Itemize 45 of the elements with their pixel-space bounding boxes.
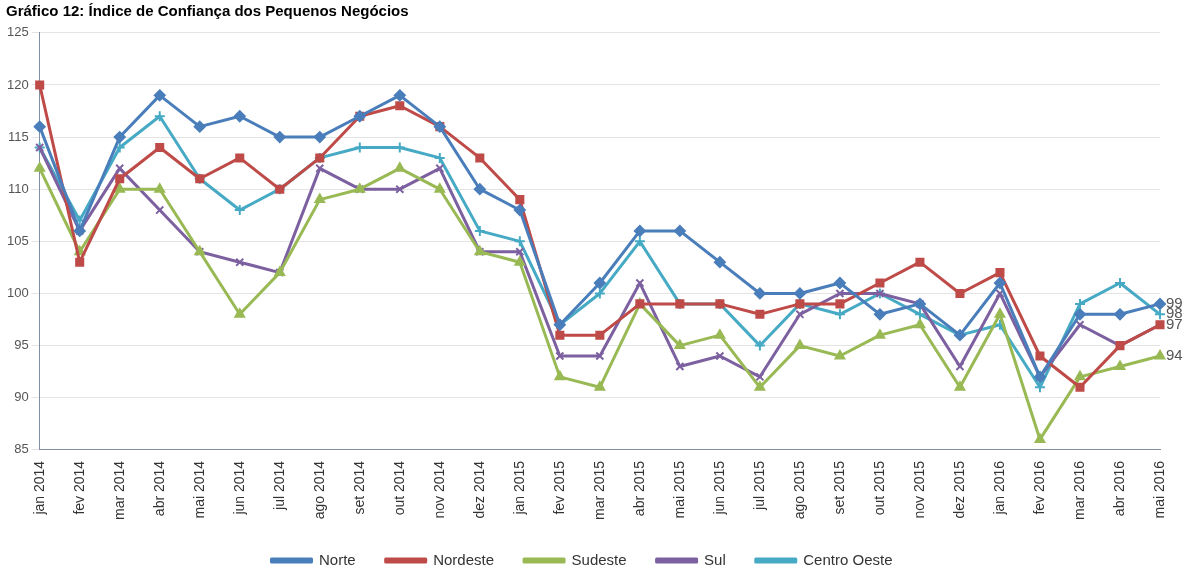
x-tick-label: abr 2016 — [1110, 460, 1127, 517]
x-tick-label: ago 2015 — [790, 460, 807, 520]
y-tick-label: 100 — [6, 285, 29, 301]
x-tick-label: mar 2016 — [1070, 460, 1087, 521]
y-tick-label: 120 — [6, 76, 29, 92]
x-tick-label: mai 2014 — [190, 460, 207, 519]
y-tick-label: 105 — [6, 232, 29, 248]
y-tick-label: 115 — [7, 128, 29, 144]
x-tick-label: fev 2014 — [70, 460, 87, 515]
data-label: 94 — [1166, 346, 1183, 364]
x-tick-label: nov 2015 — [910, 460, 927, 519]
x-tick-label: nov 2014 — [430, 460, 447, 519]
x-tick-label: jan 2014 — [30, 460, 47, 516]
x-tick-label: abr 2015 — [630, 460, 647, 517]
x-tick-label: fev 2015 — [550, 460, 567, 515]
legend-label: Nordeste — [433, 550, 495, 568]
x-tick-label: jan 2015 — [510, 460, 527, 516]
x-tick-label: dez 2015 — [950, 460, 967, 519]
x-tick-label: fev 2016 — [1030, 460, 1047, 515]
x-tick-label: mai 2016 — [1150, 460, 1167, 519]
x-tick-label: mar 2014 — [110, 460, 127, 521]
y-tick-label: 125 — [6, 24, 29, 40]
x-tick-label: out 2014 — [390, 460, 407, 516]
legend-label: Sul — [704, 550, 726, 568]
legend-label: Centro Oeste — [803, 550, 893, 568]
x-tick-label: set 2014 — [350, 460, 367, 515]
x-tick-label: jan 2016 — [990, 460, 1007, 516]
x-tick-label: out 2015 — [870, 460, 887, 516]
x-tick-label: mai 2015 — [670, 460, 687, 519]
y-tick-label: 110 — [7, 180, 29, 196]
x-tick-label: jun 2014 — [230, 460, 247, 516]
y-tick-label: 85 — [14, 441, 29, 457]
x-tick-label: jul 2015 — [750, 460, 767, 511]
legend-label: Sudeste — [571, 550, 627, 568]
chart-title: Gráfico 12: Índice de Confiança dos Pequenos Negócios — [5, 1, 410, 21]
x-tick-label: dez 2014 — [470, 460, 487, 519]
x-tick-label: mar 2015 — [590, 460, 607, 521]
x-tick-label: jun 2015 — [710, 460, 727, 516]
x-tick-label: set 2015 — [830, 460, 847, 515]
y-tick-label: 95 — [14, 337, 29, 353]
legend-label: Norte — [319, 550, 356, 568]
y-tick-label: 90 — [14, 389, 29, 405]
x-tick-label: jul 2014 — [270, 460, 287, 511]
x-tick-label: ago 2014 — [310, 460, 327, 520]
x-tick-label: abr 2014 — [150, 460, 167, 517]
